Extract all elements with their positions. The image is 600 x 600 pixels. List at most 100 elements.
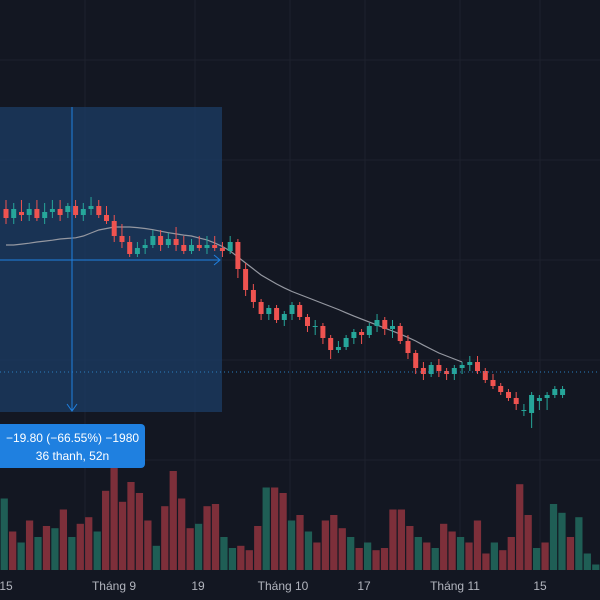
candle — [467, 356, 473, 371]
volume-bar — [93, 531, 101, 570]
candle — [104, 206, 109, 224]
candle — [127, 236, 133, 257]
volume-bar — [490, 542, 498, 570]
candle-body — [88, 206, 94, 209]
candle-body — [243, 269, 249, 290]
candle-body — [374, 320, 380, 326]
volume-bar — [465, 542, 473, 570]
candle-body — [451, 368, 457, 374]
volume-bar — [448, 531, 456, 570]
volume-bar — [59, 509, 67, 570]
volume-bar — [414, 537, 422, 570]
candle — [42, 203, 48, 224]
candle — [274, 305, 280, 323]
volume-bar — [592, 564, 600, 570]
candle-body — [382, 320, 388, 329]
candle — [405, 335, 411, 359]
measure-change-text: −19.80 (−66.55%) −1980 — [5, 431, 140, 445]
measure-bars-text: 36 thanh, 52n — [35, 449, 110, 463]
candle — [359, 329, 365, 344]
candle-body — [297, 305, 303, 317]
candle-body — [281, 314, 287, 320]
candle-body — [142, 245, 148, 248]
candle — [498, 383, 504, 395]
measure-arrows — [0, 107, 221, 412]
candle-body — [552, 389, 558, 395]
candle-body — [173, 239, 179, 245]
volume-bar — [507, 537, 515, 570]
candle — [281, 311, 287, 326]
candle — [444, 368, 450, 380]
volume-bar — [566, 537, 575, 570]
volume-bar — [34, 537, 42, 570]
candle-body — [274, 308, 280, 320]
candle-body — [529, 395, 535, 413]
volume-bar — [541, 542, 549, 570]
volume-bar — [296, 515, 304, 570]
candle-body — [49, 209, 55, 212]
candle — [312, 320, 318, 335]
volume-bar — [161, 506, 169, 570]
candle — [513, 392, 519, 410]
volume-bar — [321, 520, 329, 570]
candle — [212, 236, 218, 251]
candle — [219, 242, 225, 257]
candle-body — [397, 326, 403, 341]
volume-bar — [313, 542, 321, 570]
volume-bar — [423, 542, 431, 570]
volume-bar — [549, 504, 558, 570]
candle — [536, 395, 542, 410]
candle — [73, 200, 79, 218]
candle — [390, 320, 395, 338]
candle-body — [219, 248, 225, 251]
candle-body — [359, 332, 365, 335]
candle-body — [405, 341, 411, 353]
volume-bar — [355, 548, 363, 570]
volume-bar — [178, 498, 186, 570]
candle — [506, 389, 511, 401]
candle — [544, 392, 550, 410]
volume-bar — [110, 465, 118, 570]
candle-body — [320, 326, 326, 338]
volume-bar — [203, 506, 211, 570]
candle-body — [467, 362, 473, 365]
volume-bar — [380, 548, 389, 570]
candle-body — [134, 248, 140, 254]
volume-bars — [0, 465, 600, 570]
candle-body — [19, 212, 24, 215]
candle-body — [544, 395, 550, 398]
candle — [165, 233, 171, 248]
candle-body — [212, 245, 218, 248]
candle-body — [305, 317, 310, 326]
candle — [397, 323, 403, 344]
volume-bar — [245, 550, 253, 570]
candle-body — [57, 209, 63, 215]
volume-bar — [228, 548, 237, 570]
candle — [343, 335, 349, 350]
candle — [351, 329, 357, 344]
candle-body — [127, 242, 133, 254]
candle-body — [158, 236, 164, 245]
volume-bar — [169, 471, 177, 570]
volume-bar — [575, 517, 583, 570]
volume-bar — [456, 537, 465, 570]
candle — [428, 362, 434, 377]
candle-body — [521, 410, 527, 411]
candle — [258, 299, 264, 320]
volume-bar — [558, 512, 566, 570]
volume-bar — [516, 484, 524, 570]
candle — [34, 200, 40, 221]
volume-bar — [473, 520, 482, 570]
volume-bar — [262, 487, 270, 570]
candle — [111, 215, 117, 242]
candle-body — [475, 362, 480, 371]
x-tick-label: 17 — [357, 579, 371, 593]
candle-body — [266, 308, 272, 314]
volume-bar — [144, 520, 152, 570]
candle-body — [366, 326, 372, 335]
candlesticks — [3, 197, 566, 428]
candle — [196, 236, 202, 251]
candle — [181, 236, 187, 254]
candle — [11, 203, 17, 224]
